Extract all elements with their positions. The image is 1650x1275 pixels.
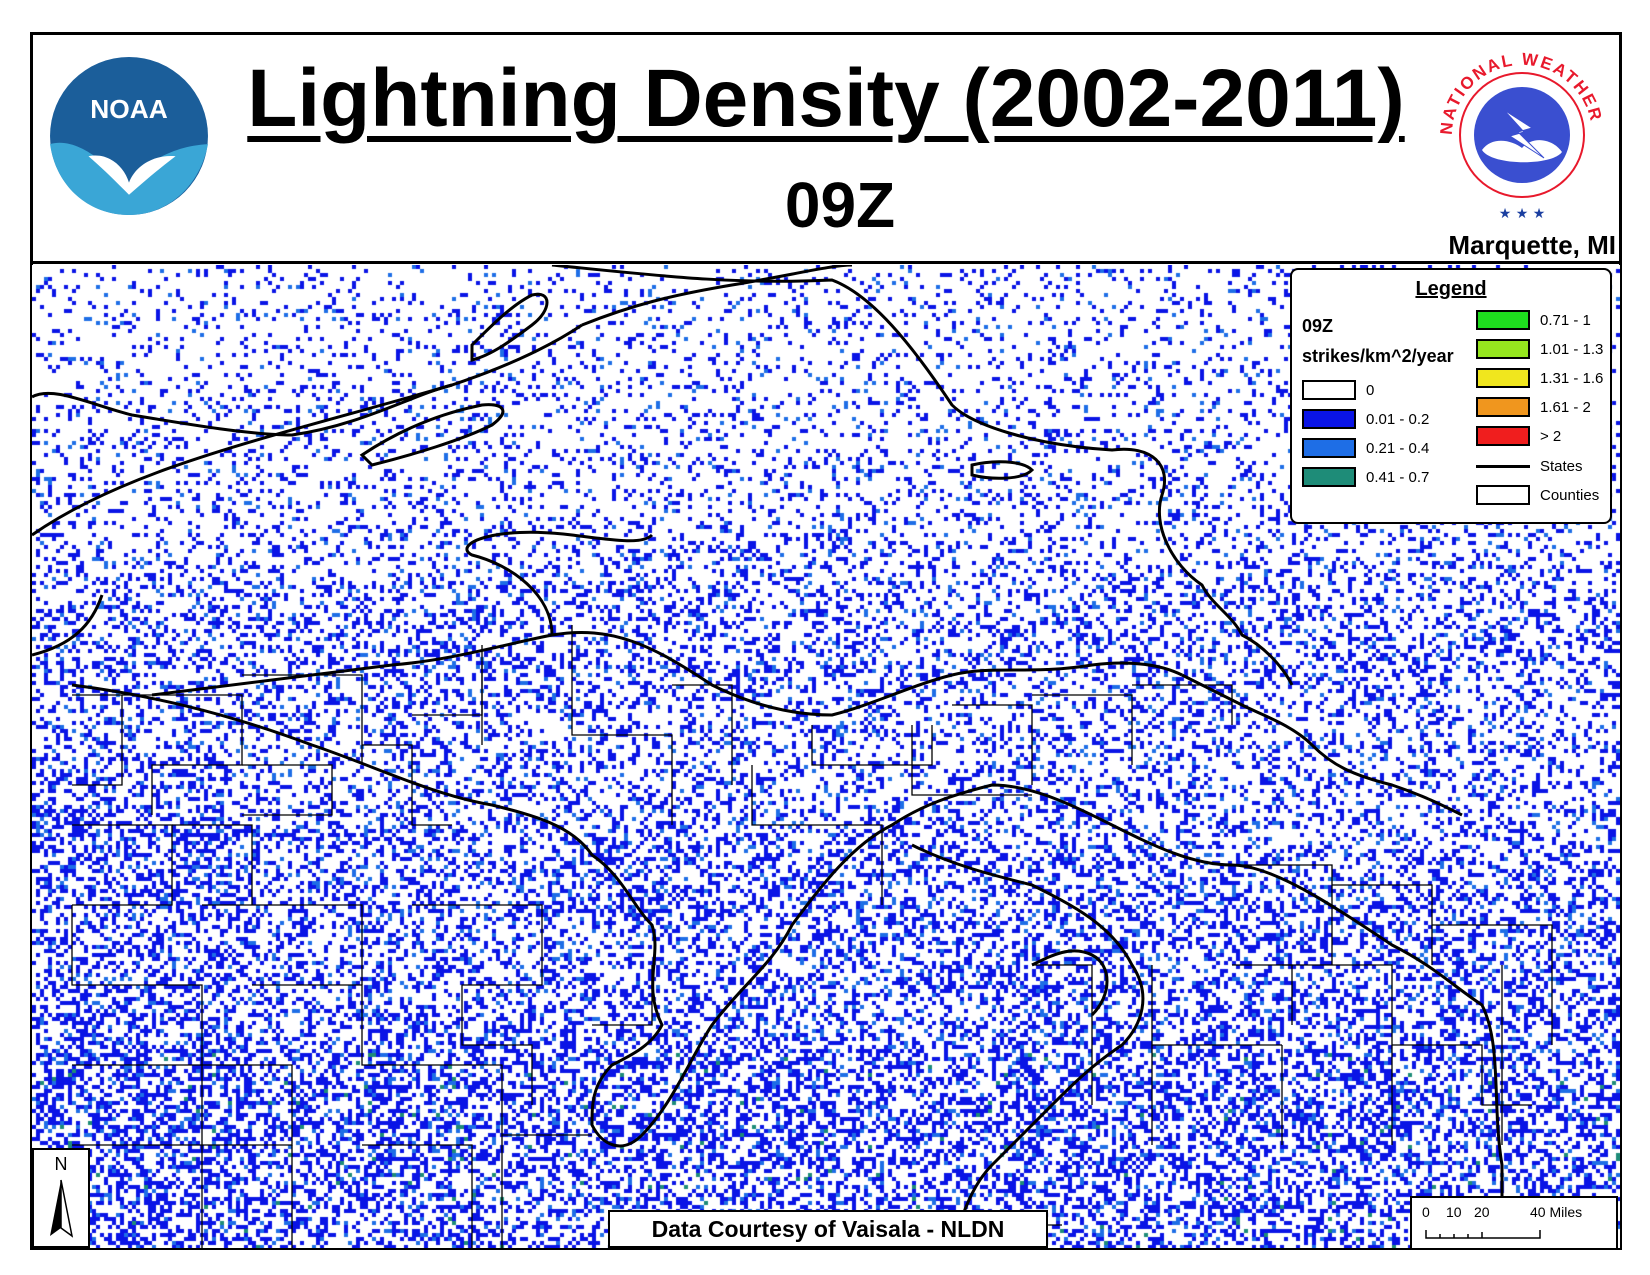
- legend-label: 0.01 - 0.2: [1366, 411, 1430, 428]
- boundaries-layer: [32, 265, 1553, 1248]
- north-arrow-icon: [50, 1179, 74, 1238]
- legend-label: 0.21 - 0.4: [1366, 440, 1430, 457]
- legend-panel: Legend 09Z strikes/km^2/year 0 0.01 - 0.…: [1290, 268, 1612, 524]
- scale-tick-0: 0: [1422, 1204, 1430, 1220]
- legend-label: 0: [1366, 382, 1375, 399]
- legend-units: strikes/km^2/year: [1302, 346, 1454, 366]
- scale-tick-20: 20: [1474, 1204, 1490, 1220]
- county-symbol: [1476, 485, 1530, 505]
- county-lines: [71, 625, 1553, 1248]
- legend-swatch: [1476, 310, 1530, 330]
- map-subtitle: 09Z: [784, 169, 896, 241]
- legend-label: 1.31 - 1.6: [1540, 370, 1604, 387]
- legend-swatch: [1302, 409, 1356, 429]
- scale-bar: 0 10 20 40 Miles: [1410, 1196, 1618, 1250]
- map-title: Lightning Density (2002-2011): [247, 53, 1405, 144]
- nws-logo: NATIONAL WEATHER SERVICE ★ ★ ★: [1432, 40, 1605, 222]
- legend-hour: 09Z: [1302, 316, 1334, 336]
- legend-swatch: [1476, 397, 1530, 417]
- legend-label: > 2: [1540, 428, 1562, 445]
- legend-swatch: [1302, 380, 1356, 400]
- noaa-logo: NOAA: [50, 57, 208, 215]
- header-panel: [30, 32, 1622, 264]
- legend-label: 0.71 - 1: [1540, 312, 1591, 329]
- data-credit: Data Courtesy of Vaisala - NLDN: [608, 1210, 1048, 1248]
- legend-swatch: [1476, 426, 1530, 446]
- legend-swatch: [1302, 467, 1356, 487]
- state-line-symbol: [1476, 465, 1530, 468]
- legend-label: 1.01 - 1.3: [1540, 341, 1604, 358]
- north-label: N: [54, 1154, 68, 1174]
- north-arrow: N: [32, 1148, 90, 1248]
- scale-tick-10: 10: [1446, 1204, 1462, 1220]
- legend-swatch: [1476, 368, 1530, 388]
- office-label: Marquette, MI: [1448, 230, 1616, 260]
- legend-label: Counties: [1540, 487, 1600, 504]
- state-lines: [32, 265, 1504, 1248]
- scale-bar-graphic: [1425, 1230, 1541, 1239]
- noaa-logo-text: NOAA: [90, 94, 167, 124]
- legend-swatch: [1302, 438, 1356, 458]
- legend-label: 0.41 - 0.7: [1366, 469, 1430, 486]
- legend-swatch: [1476, 339, 1530, 359]
- legend-label: States: [1540, 458, 1583, 475]
- svg-text:★ ★ ★: ★ ★ ★: [1499, 206, 1546, 222]
- scale-tick-40: 40 Miles: [1530, 1204, 1583, 1220]
- legend-title: Legend: [1415, 278, 1487, 300]
- legend-label: 1.61 - 2: [1540, 399, 1591, 416]
